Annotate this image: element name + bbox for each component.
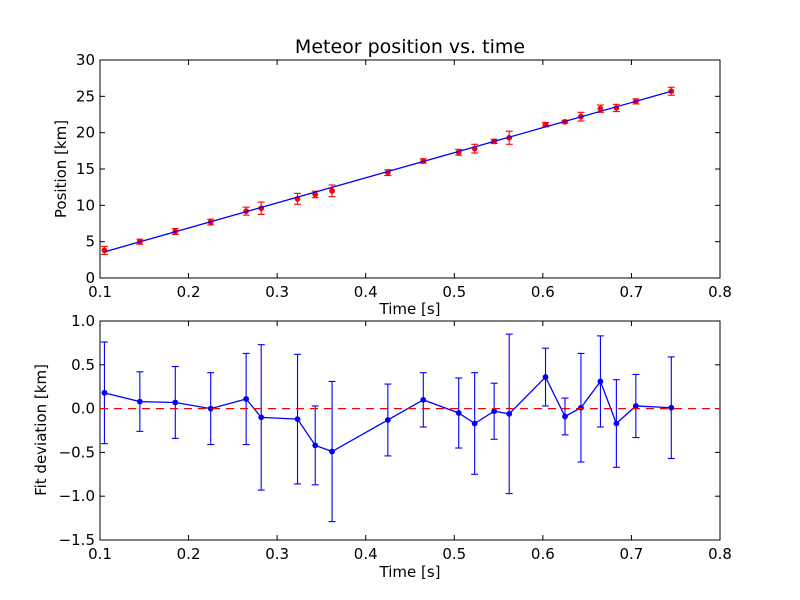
top-chart-xtick-label: 0.6	[531, 283, 555, 301]
bottom-chart-data-point	[597, 378, 604, 385]
bottom-chart-data-point	[613, 420, 620, 427]
bottom-chart-xtick-label: 0.8	[708, 545, 732, 563]
top-chart-ytick-label: 10	[76, 196, 95, 214]
bottom-chart-data-point	[243, 396, 250, 402]
bottom-chart-xtick-label: 0.4	[354, 545, 378, 563]
top-chart-xtick-label: 0.1	[88, 283, 112, 301]
bottom-chart-ytick-label: 0.0	[71, 400, 95, 418]
top-chart-ytick-label: 20	[76, 124, 95, 142]
bottom-chart-ytick-label: −1.5	[59, 531, 95, 549]
bottom-chart: 0.1 0.2 0.3 0.4 0.5 0.6 0.7 0.8 −1.5 −1.0 −0.5 0.0 0…	[59, 312, 732, 563]
bottom-chart-data-point	[312, 442, 319, 449]
top-chart-xtick-label: 0.5	[442, 283, 466, 301]
top-chart-series-line	[104, 90, 672, 253]
top-chart-xlabel: Time [s]	[379, 300, 441, 318]
bottom-chart-ylabel: Fit deviation [km]	[32, 364, 50, 496]
bottom-chart-data-point	[329, 448, 335, 455]
bottom-chart-data-point	[578, 404, 584, 411]
top-chart-data-point	[101, 247, 108, 254]
bottom-chart-xtick-label: 0.5	[442, 545, 466, 563]
bottom-chart-xtick-label: 0.6	[531, 545, 555, 563]
top-chart-xtick-label: 0.3	[265, 283, 289, 301]
bottom-chart-data-point	[471, 420, 478, 427]
top-chart: 0.1 0.2 0.3 0.4 0.5 0.6 0.7 0.8 0 5 10 15 20 25 30	[76, 51, 732, 301]
bottom-chart-series-line	[104, 375, 672, 453]
top-chart-xtick-label: 0.4	[354, 283, 378, 301]
top-chart-data-point	[329, 187, 335, 194]
top-chart-ytick-label: 5	[85, 233, 95, 251]
bottom-chart-data-point	[384, 417, 391, 423]
bottom-chart-data-point	[172, 399, 179, 406]
bottom-chart-xtick-label: 0.3	[265, 545, 289, 563]
top-chart-xtick-label: 0.2	[177, 283, 201, 301]
bottom-chart-data-point	[668, 404, 675, 411]
bottom-chart-data-point	[101, 389, 108, 396]
bottom-chart-xlabel: Time [s]	[379, 563, 441, 581]
top-chart-ytick-label: 25	[76, 87, 95, 105]
bottom-chart-xtick-label: 0.7	[619, 545, 643, 563]
bottom-chart-data-point	[258, 414, 265, 421]
top-chart-ytick-label: 30	[76, 51, 95, 69]
bottom-chart-data-point	[562, 413, 568, 420]
bottom-chart-data-point	[420, 396, 427, 403]
bottom-chart-data-point	[136, 398, 143, 405]
bottom-chart-xtick-label: 0.2	[177, 545, 201, 563]
bottom-chart-data-point	[491, 408, 498, 415]
top-chart-xtick-label: 0.8	[708, 283, 732, 301]
bottom-chart-ytick-label: −1.0	[59, 487, 95, 505]
bottom-chart-data-point	[542, 374, 549, 380]
bottom-chart-xtick-label: 0.1	[88, 545, 112, 563]
bottom-chart-data-point	[455, 410, 462, 416]
top-chart-ytick-label: 15	[76, 160, 95, 178]
top-chart-ytick-label: 0	[85, 269, 95, 287]
bottom-chart-ytick-label: 0.5	[71, 356, 95, 374]
bottom-chart-ytick-label: 1.0	[71, 312, 95, 330]
bottom-chart-data-point	[506, 410, 513, 417]
top-chart-ylabel: Position [km]	[52, 120, 70, 218]
bottom-chart-axes-frame	[99, 320, 721, 541]
bottom-chart-ytick-label: −0.5	[59, 443, 95, 461]
top-chart-title: Meteor position vs. time	[295, 36, 525, 58]
bottom-chart-data-point	[632, 403, 639, 409]
bottom-chart-data-point	[294, 416, 301, 423]
top-chart-xtick-label: 0.7	[619, 283, 643, 301]
